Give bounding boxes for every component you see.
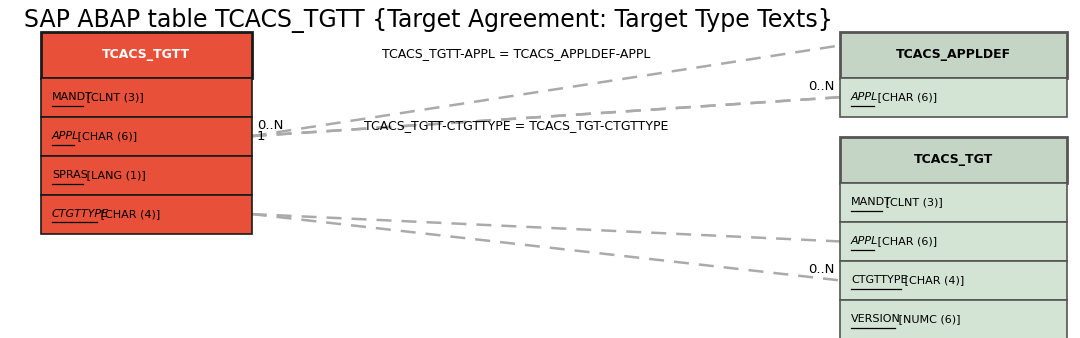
Text: [CHAR (6)]: [CHAR (6)]	[874, 237, 936, 246]
Text: 0..N: 0..N	[257, 119, 283, 132]
Bar	[840, 300, 1067, 338]
Bar	[840, 183, 1067, 222]
Bar	[41, 155, 252, 195]
Text: TCACS_TGTT-CTGTTYPE = TCACS_TGT-CTGTTYPE: TCACS_TGTT-CTGTTYPE = TCACS_TGT-CTGTTYPE	[364, 119, 669, 131]
Text: [NUMC (6)]: [NUMC (6)]	[895, 314, 960, 324]
Text: SAP ABAP table TCACS_TGTT {Target Agreement: Target Type Texts}: SAP ABAP table TCACS_TGTT {Target Agreem…	[24, 8, 833, 33]
Bar	[840, 261, 1067, 300]
Bar	[41, 195, 252, 234]
Text: 1: 1	[257, 130, 266, 143]
Text: [CHAR (6)]: [CHAR (6)]	[75, 131, 137, 141]
Text: TCACS_TGTT: TCACS_TGTT	[103, 48, 190, 61]
Text: MANDT: MANDT	[851, 197, 892, 208]
Bar	[41, 117, 252, 155]
Text: TCACS_TGT: TCACS_TGT	[914, 153, 994, 166]
Text: [CHAR (4)]: [CHAR (4)]	[901, 275, 964, 285]
Text: VERSION: VERSION	[851, 314, 901, 324]
Text: CTGTTYPE: CTGTTYPE	[52, 209, 109, 219]
Text: TCACS_APPLDEF: TCACS_APPLDEF	[896, 48, 1011, 61]
Text: [LANG (1)]: [LANG (1)]	[83, 170, 146, 180]
Bar	[840, 78, 1067, 117]
Text: [CHAR (4)]: [CHAR (4)]	[97, 209, 160, 219]
Text: SPRAS: SPRAS	[52, 170, 87, 180]
Text: [CHAR (6)]: [CHAR (6)]	[874, 92, 936, 102]
Bar	[840, 137, 1067, 183]
Text: [CLNT (3)]: [CLNT (3)]	[83, 92, 144, 102]
Bar	[41, 78, 252, 117]
Text: APPL: APPL	[52, 131, 79, 141]
Text: 0..N: 0..N	[809, 80, 835, 93]
Text: CTGTTYPE: CTGTTYPE	[851, 275, 907, 285]
Text: 0..N: 0..N	[809, 263, 835, 276]
Text: [CLNT (3)]: [CLNT (3)]	[882, 197, 943, 208]
Text: MANDT: MANDT	[52, 92, 93, 102]
Text: TCACS_TGTT-APPL = TCACS_APPLDEF-APPL: TCACS_TGTT-APPL = TCACS_APPLDEF-APPL	[382, 47, 650, 61]
Text: APPL: APPL	[851, 92, 878, 102]
Bar	[41, 31, 252, 78]
Text: APPL: APPL	[851, 237, 878, 246]
Bar	[840, 222, 1067, 261]
Bar	[840, 31, 1067, 78]
